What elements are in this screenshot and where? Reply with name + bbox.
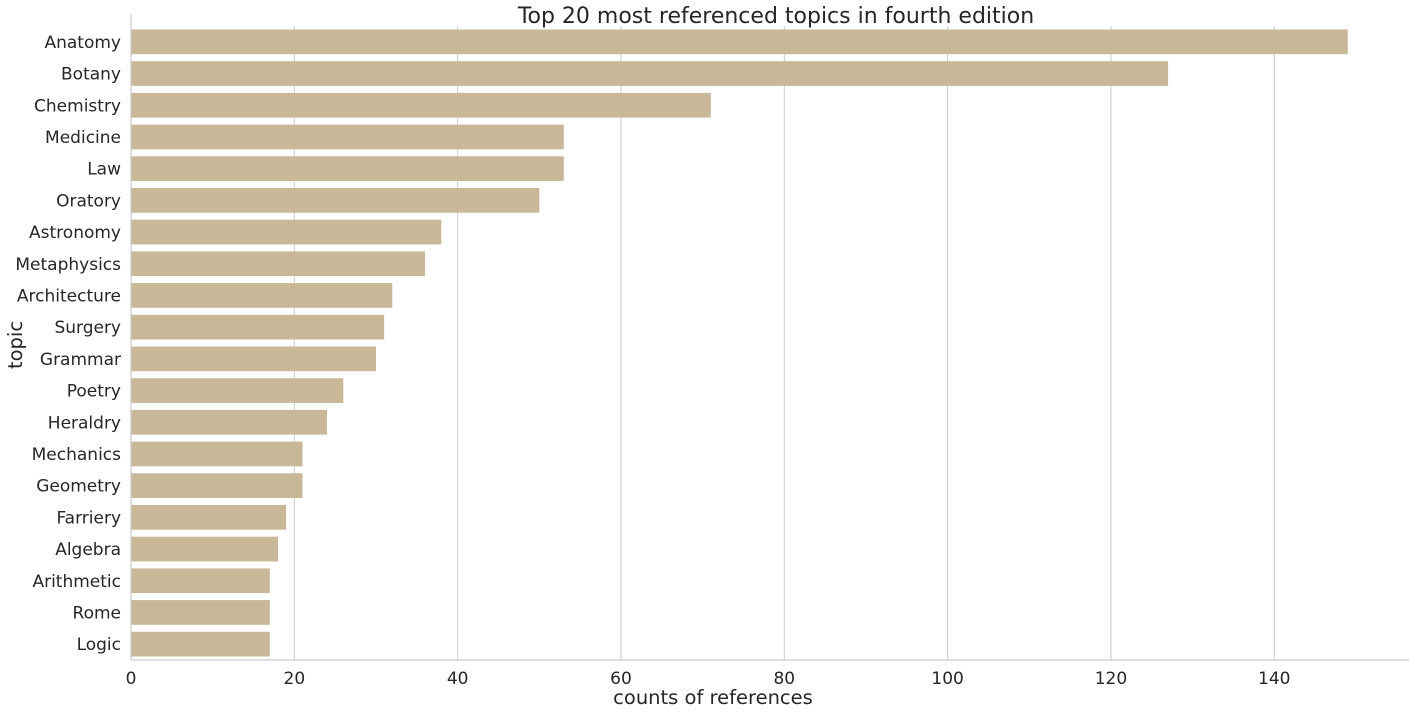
x-tick-label: 40 [447,669,469,689]
y-tick-label: Poetry [67,382,121,402]
y-tick-label: Rome [73,603,121,623]
bar-poetry [131,378,344,403]
x-tick-label: 80 [773,669,795,689]
x-tick-label: 20 [284,669,306,689]
x-axis-title: counts of references [613,686,813,709]
y-tick-label: Metaphysics [15,255,121,275]
bar-surgery [131,314,385,340]
y-tick-label: Chemistry [34,96,121,116]
y-tick-label: Grammar [40,350,121,370]
bar-law [131,156,564,182]
bar-farriery [131,504,287,530]
bar-metaphysics [131,251,425,277]
bar-grammar [131,346,376,372]
y-axis-title: topic [4,321,27,369]
bar-logic [131,631,270,657]
x-tick-label: 60 [610,669,632,689]
bar-medicine [131,124,564,150]
y-tick-label: Heraldry [48,413,121,433]
x-tick-labels: 0 20 40 60 80 100 120 140 [126,669,1291,689]
y-tick-label: Law [87,160,121,180]
bar-heraldry [131,409,327,435]
y-tick-label: Surgery [54,318,121,338]
axis-spines [130,14,1409,661]
y-tick-label: Arithmetic [32,572,121,592]
bar-anatomy [131,29,1348,55]
bar-chemistry [131,92,711,118]
bar-arithmetic [131,568,270,594]
bar-geometry [131,473,303,499]
x-tick-label: 140 [1258,669,1290,689]
bar-astronomy [131,219,442,245]
x-tick-label: 100 [931,669,963,689]
y-tick-label: Oratory [56,191,121,211]
y-tick-label: Mechanics [32,445,122,465]
y-tick-label: Farriery [56,508,121,528]
bar-rome [131,600,270,625]
bar-oratory [131,187,540,213]
y-tick-label: Astronomy [29,223,121,243]
bar-algebra [131,536,278,562]
y-tick-label: Logic [77,635,121,655]
chart-title: Top 20 most referenced topics in fourth … [517,4,1034,29]
bars [131,29,1348,657]
y-tick-label: Algebra [55,540,121,560]
y-tick-labels: Anatomy Botany Chemistry Medicine Law Oratory… [15,33,121,655]
y-tick-label: Anatomy [44,33,121,53]
y-tick-label: Architecture [17,286,121,306]
bar-mechanics [131,441,303,467]
x-tick-label: 0 [126,669,137,689]
bar-architecture [131,283,393,308]
y-tick-label: Medicine [45,128,121,148]
x-tick-label: 120 [1095,669,1127,689]
grid-lines [130,26,1275,660]
y-tick-label: Botany [61,65,121,85]
bar-botany [131,61,1169,86]
y-tick-label: Geometry [36,477,121,497]
